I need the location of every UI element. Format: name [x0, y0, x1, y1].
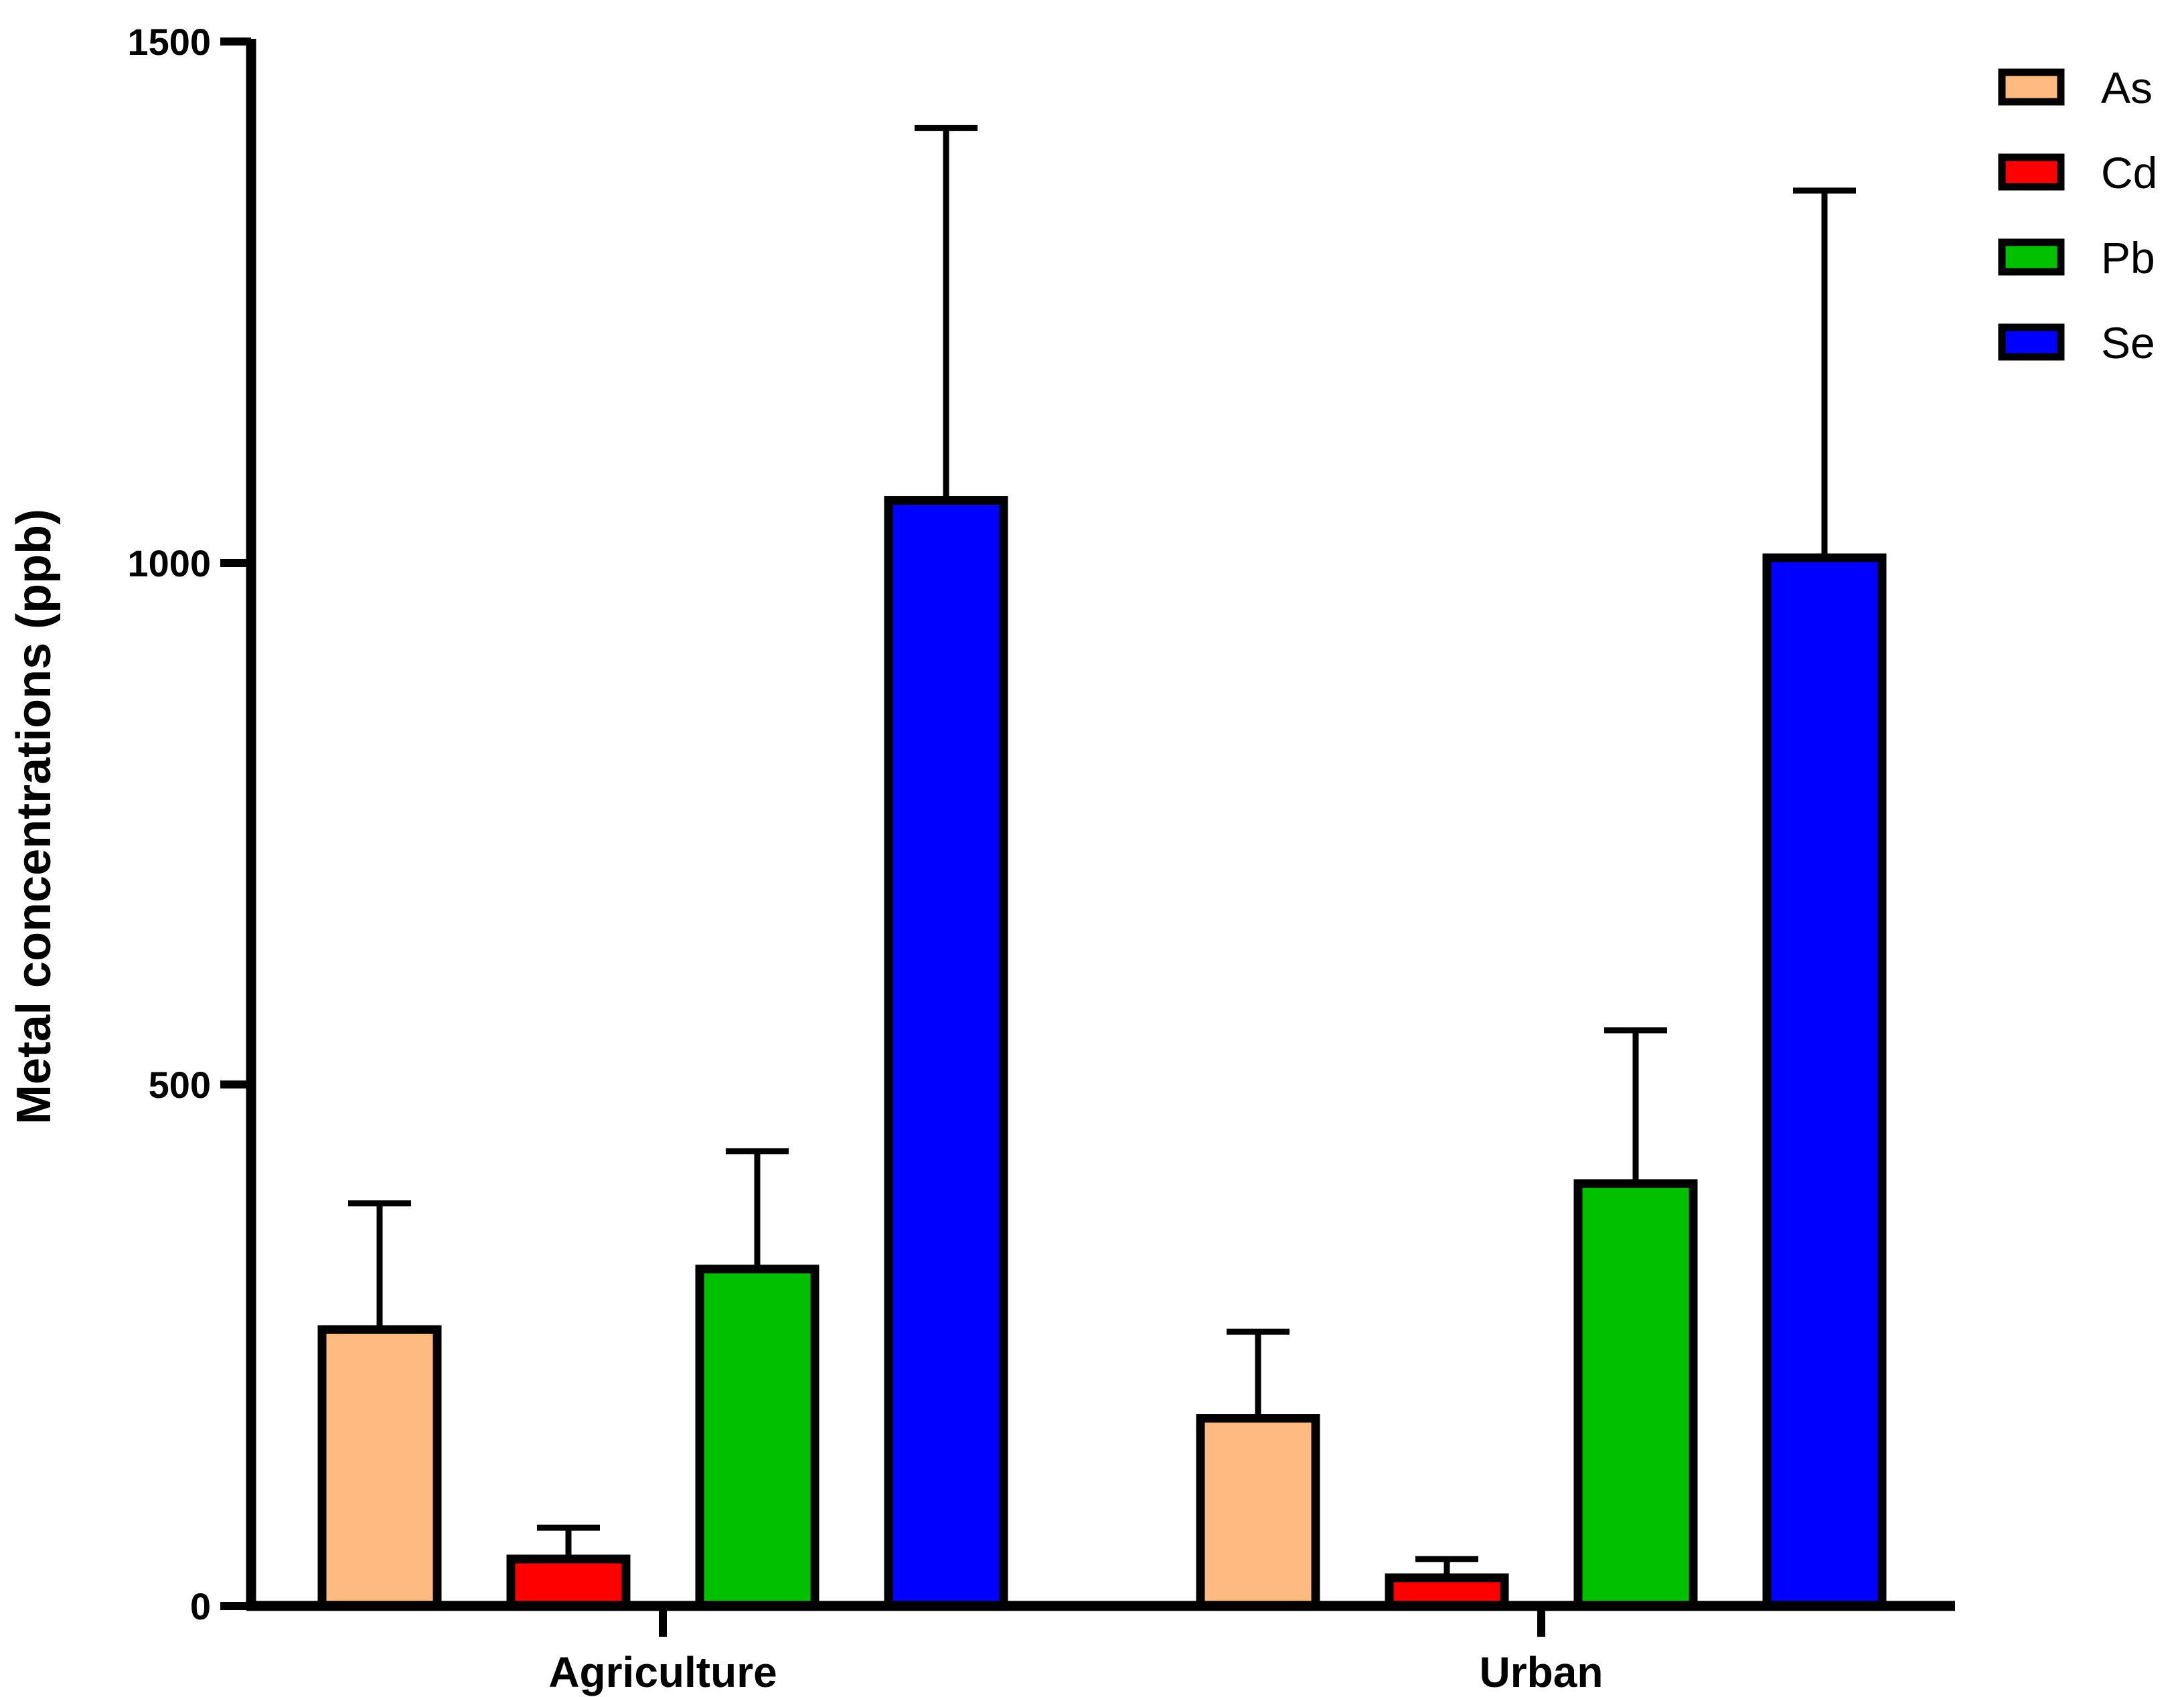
legend-swatch-cd [1998, 153, 2065, 191]
axes-layer [220, 37, 1955, 1637]
bar-agriculture-pb [695, 1265, 820, 1611]
legend-label-se: Se [2101, 318, 2155, 368]
bar-urban-as [1196, 1414, 1320, 1611]
bar-urban-se [1762, 553, 1887, 1611]
y-tick-label-500: 500 [149, 1064, 211, 1106]
labels-layer: Metal concentrations (ppb) 0 500 1000 1500 A… [7, 21, 1603, 1696]
legend-label-as: As [2101, 63, 2153, 112]
legend-label-cd: Cd [2101, 148, 2157, 197]
error-bars-layer [348, 125, 1856, 1578]
x-tick-label-urban: Urban [1480, 1648, 1604, 1696]
y-tick-label-1000: 1000 [127, 542, 211, 584]
legend: As Cd Pb Se [1998, 63, 2157, 368]
y-axis-title: Metal concentrations (ppb) [7, 509, 61, 1125]
bar-agriculture-as [317, 1325, 442, 1611]
bars-layer [317, 496, 1887, 1611]
legend-swatch-pb [1998, 238, 2065, 276]
y-tick-label-1500: 1500 [127, 21, 211, 63]
legend-swatch-se [1998, 323, 2065, 361]
bar-agriculture-se [884, 496, 1008, 1611]
legend-swatch-as [1998, 68, 2065, 106]
legend-label-pb: Pb [2101, 233, 2155, 282]
x-tick-label-agriculture: Agriculture [548, 1648, 777, 1696]
y-tick-label-0: 0 [190, 1585, 211, 1627]
bar-urban-pb [1573, 1179, 1698, 1611]
bar-agriculture-cd [506, 1554, 631, 1611]
